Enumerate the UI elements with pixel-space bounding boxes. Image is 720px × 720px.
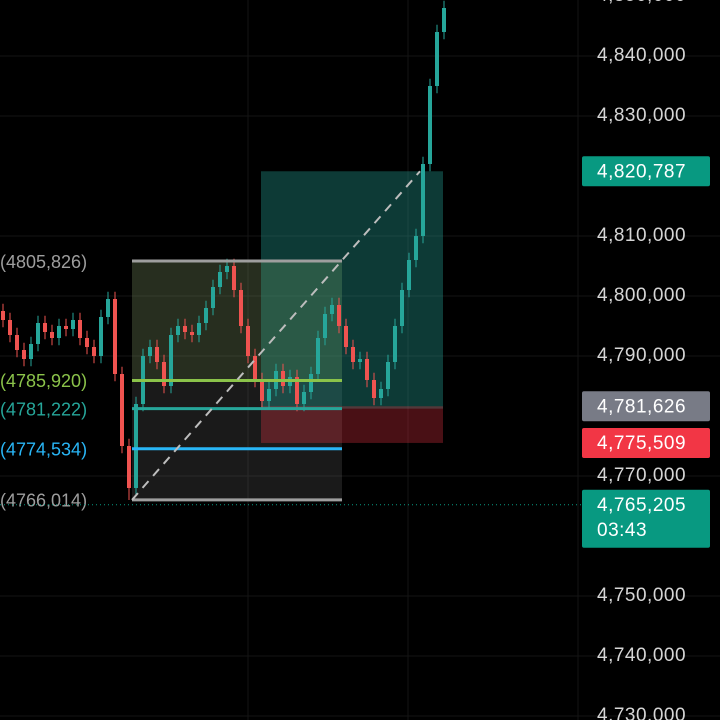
candle-body xyxy=(15,334,19,350)
candle-body xyxy=(344,325,348,347)
y-tick-label: 4,850,000 xyxy=(597,0,686,6)
candle-body xyxy=(442,7,446,32)
candle-body xyxy=(162,361,166,386)
candle-body xyxy=(372,379,376,398)
candle-body xyxy=(22,349,26,359)
candle-body xyxy=(337,304,341,326)
candle-body xyxy=(218,271,222,287)
level-label: (4774,534) xyxy=(0,440,87,460)
y-tick-label: 4,810,000 xyxy=(597,225,686,246)
candle-body xyxy=(407,259,411,290)
candle-body xyxy=(120,373,124,446)
candle-body xyxy=(204,307,208,323)
candle-body xyxy=(421,163,425,236)
candle-body xyxy=(85,337,89,347)
candle-body xyxy=(43,322,47,332)
candle-body xyxy=(295,376,299,404)
y-tick-label: 4,790,000 xyxy=(597,345,686,366)
candle-body xyxy=(148,346,152,356)
range-box xyxy=(132,261,342,381)
price-tag-label: 4,775,509 xyxy=(597,433,686,454)
y-tick-label: 4,800,000 xyxy=(597,285,686,306)
y-tick-label: 4,740,000 xyxy=(597,645,686,666)
candle-body xyxy=(246,325,250,356)
y-tick-label: 4,830,000 xyxy=(597,105,686,126)
target-box xyxy=(261,171,443,409)
level-label: (4805,826) xyxy=(0,252,87,272)
candle-body xyxy=(239,289,243,326)
candle-body xyxy=(190,331,194,335)
candle-body xyxy=(281,370,285,386)
candle-body xyxy=(57,325,61,338)
candle-body xyxy=(183,325,187,332)
y-tick-label: 4,750,000 xyxy=(597,585,686,606)
candle-body xyxy=(379,388,383,398)
candle-body xyxy=(176,325,180,335)
trade-path xyxy=(131,170,421,501)
candle-body xyxy=(92,346,96,356)
candle-body xyxy=(113,298,117,374)
candle-body xyxy=(99,316,103,356)
candle-body xyxy=(253,355,257,380)
candle-body xyxy=(225,265,229,272)
candle-body xyxy=(106,298,110,317)
candle-body xyxy=(393,325,397,362)
candle-body xyxy=(323,313,327,338)
candle-body xyxy=(267,388,271,401)
level-label: (4781,222) xyxy=(0,399,87,419)
candle-body xyxy=(386,361,390,389)
current-tag xyxy=(582,489,710,548)
candle-body xyxy=(211,286,215,308)
countdown-label: 03:43 xyxy=(597,520,647,541)
candle-body xyxy=(428,85,432,164)
y-tick-label: 4,840,000 xyxy=(597,45,686,66)
candle-body xyxy=(400,289,404,326)
candle-body xyxy=(435,31,439,86)
candle-body xyxy=(316,337,320,374)
candle-body xyxy=(414,235,418,260)
candle-body xyxy=(71,319,75,329)
current-tag-label: 4,765,205 xyxy=(597,495,686,516)
price-tag xyxy=(582,156,710,187)
level-label: (4785,920) xyxy=(0,371,87,391)
candle-body xyxy=(309,373,313,392)
candle-body xyxy=(134,403,138,488)
price-tag xyxy=(582,427,710,458)
candle-body xyxy=(169,334,173,386)
candle-body xyxy=(1,310,5,320)
candle-body xyxy=(78,319,82,338)
candle-body xyxy=(330,304,334,314)
candle-body xyxy=(358,358,362,362)
candle-body xyxy=(197,322,201,335)
candle-body xyxy=(351,346,355,362)
candle-body xyxy=(127,445,131,488)
candle-body xyxy=(302,391,306,404)
y-tick-label: 4,770,000 xyxy=(597,465,686,486)
candle-body xyxy=(8,319,12,335)
candle-body xyxy=(36,322,40,344)
candle-body xyxy=(50,331,54,338)
price-tag xyxy=(582,391,710,422)
price-tag-label: 4,781,626 xyxy=(597,396,686,417)
candle-body xyxy=(64,325,68,329)
price-tag-label: 4,820,787 xyxy=(597,161,686,182)
candle-body xyxy=(29,343,33,359)
candle-body xyxy=(365,358,369,380)
candle-body xyxy=(260,379,264,401)
candle-body xyxy=(155,346,159,362)
candle-body xyxy=(232,265,236,290)
stop-box xyxy=(261,406,443,443)
y-tick-label: 4,730,000 xyxy=(597,705,686,720)
level-label: (4766,014) xyxy=(0,491,87,511)
